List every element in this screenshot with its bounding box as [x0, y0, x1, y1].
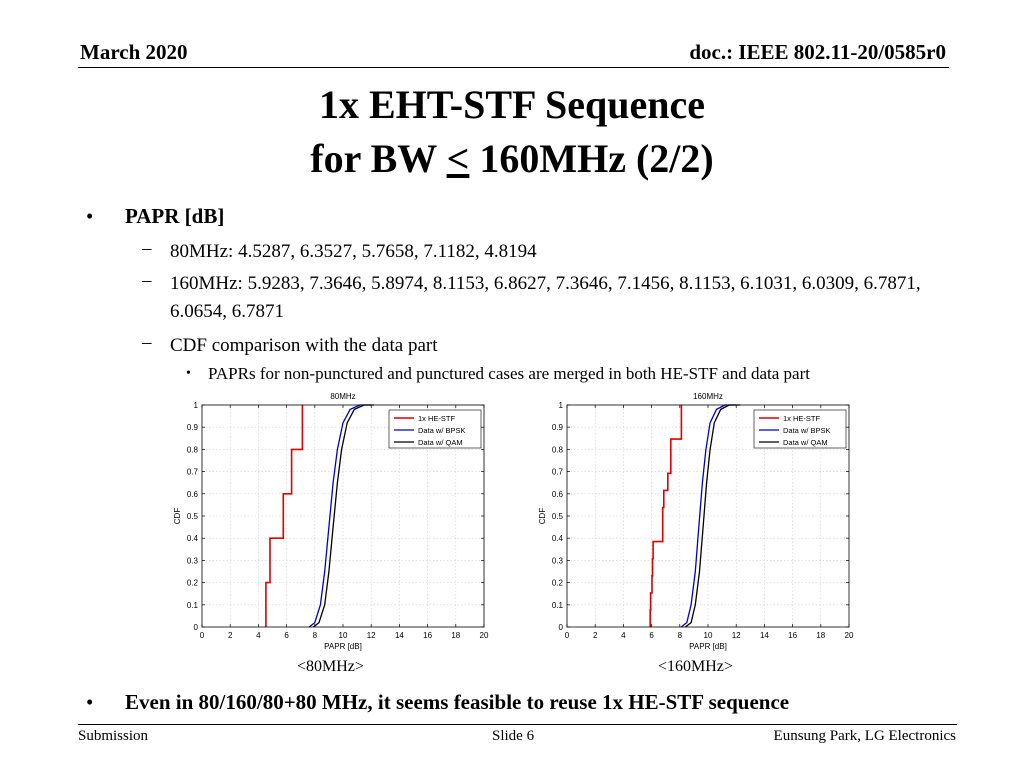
y-tick-label: 0 [194, 623, 199, 632]
x-axis-label: PAPR [dB] [689, 642, 727, 651]
title-suffix: 160MHz (2/2) [469, 136, 714, 181]
y-tick-label: 0.5 [187, 512, 199, 521]
series-line-1 [649, 405, 683, 627]
y-tick-label: 0.6 [552, 490, 564, 499]
bullet-dot-conclusion: • [86, 690, 94, 714]
x-tick-label: 16 [788, 631, 797, 640]
x-tick-label: 18 [451, 631, 460, 640]
footer-divider [78, 724, 957, 725]
series-line-3 [685, 404, 741, 628]
cdf-chart-80mhz-svg: 0 2 4 6 8 10 12 14 16 18 20 0 0.1 0.2 0.3 0.4 0.5 0.6 0.7 0… [173, 392, 489, 651]
header-date: March 2020 [80, 40, 188, 64]
x-tick-label: 16 [423, 631, 432, 640]
footer-slide-number: Slide 6 [492, 728, 535, 744]
x-tick-label: 8 [678, 631, 683, 640]
x-tick-label: 14 [395, 631, 404, 640]
x-tick-label: 10 [339, 631, 348, 640]
chart-title: 80MHz [330, 392, 355, 401]
x-tick-label: 12 [367, 631, 376, 640]
x-tick-label: 14 [760, 631, 769, 640]
y-tick-label: 0.6 [187, 490, 199, 499]
y-tick-label: 0.4 [552, 534, 564, 543]
x-tick-label: 12 [732, 631, 741, 640]
papr-160mhz: 160MHz: 5.9283, 7.3646, 5.8974, 8.1153, … [170, 273, 921, 322]
legend-label-2: Data w/ BPSK [418, 426, 466, 435]
y-tick-label: 1 [559, 401, 564, 410]
x-tick-label: 2 [593, 631, 598, 640]
y-tick-label: 0.3 [552, 556, 564, 565]
papr-heading: PAPR [dB] [125, 204, 225, 228]
y-tick-label: 0.7 [187, 468, 199, 477]
series-line-3 [312, 404, 374, 628]
caption-160mhz: <160MHz> [658, 658, 733, 675]
slide-title-line1: 1x EHT-STF Sequence [319, 82, 705, 127]
cdf-chart-160mhz: 0 2 4 6 8 10 12 14 16 18 20 0 0.1 0.2 0.3 0.4 0.5 0.6 0.7 0… [530, 388, 860, 658]
subsub-bullet-dot: • [186, 366, 191, 381]
y-tick-label: 0.2 [552, 579, 564, 588]
y-axis-label: CDF [173, 508, 182, 525]
cdf-comparison: CDF comparison with the data part [170, 335, 438, 356]
papr-merged-note: PAPRs for non-punctured and punctured ca… [208, 364, 810, 383]
title-prefix: for BW [310, 136, 447, 181]
legend-label-3: Data w/ QAM [418, 438, 463, 447]
dash-80mhz: – [142, 238, 152, 259]
x-tick-label: 6 [649, 631, 654, 640]
slide-title-line2: for BW < 160MHz (2/2) [0, 134, 1024, 184]
x-tick-label: 6 [284, 631, 289, 640]
conclusion-text: Even in 80/160/80+80 MHz, it seems feasi… [125, 690, 790, 714]
y-tick-label: 0.9 [187, 423, 199, 432]
footer-author: Eunsung Park, LG Electronics [773, 728, 956, 744]
legend-label-3: Data w/ QAM [783, 438, 828, 447]
series-line-1 [265, 405, 304, 627]
x-tick-label: 10 [704, 631, 713, 640]
x-tick-label: 4 [256, 631, 261, 640]
y-tick-label: 0.2 [187, 579, 199, 588]
x-tick-label: 0 [565, 631, 570, 640]
legend-box [753, 409, 847, 449]
caption-80mhz: <80MHz> [297, 658, 364, 675]
x-tick-label: 20 [480, 631, 489, 640]
cdf-chart-80mhz: 0 2 4 6 8 10 12 14 16 18 20 0 0.1 0.2 0.3 0.4 0.5 0.6 0.7 0… [165, 388, 495, 658]
y-tick-label: 0.8 [187, 445, 199, 454]
series-line-2 [680, 404, 737, 628]
footer-submission: Submission [78, 728, 149, 744]
x-tick-label: 8 [313, 631, 318, 640]
x-axis-label: PAPR [dB] [324, 642, 362, 651]
y-tick-label: 0.1 [187, 601, 199, 610]
y-tick-label: 0 [559, 623, 564, 632]
x-tick-label: 2 [228, 631, 233, 640]
dash-160mhz: – [142, 270, 152, 291]
y-tick-label: 0.5 [552, 512, 564, 521]
legend-label-1: 1x HE-STF [783, 414, 821, 423]
y-tick-label: 0.4 [187, 534, 199, 543]
cdf-chart-160mhz-svg: 0 2 4 6 8 10 12 14 16 18 20 0 0.1 0.2 0.3 0.4 0.5 0.6 0.7 0… [538, 392, 854, 651]
y-tick-label: 0.3 [187, 556, 199, 565]
header-divider [78, 67, 949, 68]
legend-label-1: 1x HE-STF [418, 414, 456, 423]
papr-80mhz: 80MHz: 4.5287, 6.3527, 5.7658, 7.1182, 4… [170, 241, 537, 262]
y-tick-label: 1 [194, 401, 199, 410]
dash-cdf: – [142, 332, 152, 353]
series-line-2 [308, 404, 372, 628]
title-le-symbol: < [446, 136, 470, 181]
y-axis-label: CDF [538, 508, 547, 525]
x-tick-label: 18 [816, 631, 825, 640]
x-tick-label: 0 [200, 631, 205, 640]
header-doc-id: doc.: IEEE 802.11-20/0585r0 [689, 40, 946, 64]
chart-title: 160MHz [693, 392, 723, 401]
legend-label-2: Data w/ BPSK [783, 426, 831, 435]
y-tick-label: 0.1 [552, 601, 564, 610]
bullet-dot-papr: • [86, 204, 94, 228]
y-tick-label: 0.8 [552, 445, 564, 454]
x-tick-label: 4 [621, 631, 626, 640]
x-tick-label: 20 [845, 631, 854, 640]
y-tick-label: 0.7 [552, 468, 564, 477]
y-tick-label: 0.9 [552, 423, 564, 432]
